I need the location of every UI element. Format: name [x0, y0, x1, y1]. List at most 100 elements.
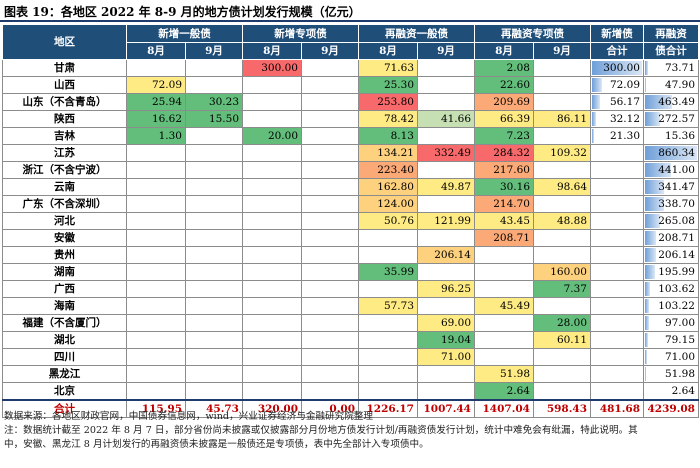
value-cell: 43.45: [474, 212, 534, 230]
value-cell: [474, 314, 534, 332]
header-month-aug: 8月: [474, 42, 534, 60]
header-group-new-special: 新增专项债: [242, 24, 359, 43]
value-cell: [533, 229, 591, 247]
total-value: 1226.17: [358, 399, 418, 418]
refi-bond-total-cell: 195.99: [643, 263, 699, 281]
data-bar: [645, 316, 650, 330]
table-row: 四川 71.00 71.00: [2, 348, 699, 366]
value-cell: [533, 93, 591, 111]
refi-bond-total-cell: 860.34: [643, 144, 699, 162]
bar-value-label: 206.14: [658, 249, 695, 261]
region-name: 云南: [2, 178, 127, 196]
value-cell: 300.00: [242, 59, 302, 77]
data-bar: [645, 333, 648, 347]
value-cell: 284.32: [474, 144, 534, 162]
value-cell: [301, 382, 359, 401]
value-cell: [301, 280, 359, 298]
region-name: 山西: [2, 76, 127, 94]
value-cell: [533, 127, 591, 145]
value-cell: [242, 195, 302, 213]
data-bar: [645, 367, 647, 381]
table-row: 北京 2.64 2.64: [2, 382, 699, 401]
bar-value-label: 463.49: [658, 96, 695, 108]
value-cell: [185, 348, 243, 366]
value-cell: 45.49: [474, 297, 534, 315]
table-row: 广西 96.25 7.37 103.62: [2, 280, 699, 298]
value-cell: [301, 331, 359, 349]
value-cell: [126, 365, 186, 383]
value-cell: [301, 93, 359, 111]
value-cell: [242, 212, 302, 230]
refi-bond-total-cell: 15.36: [643, 127, 699, 145]
header-group-refi-general: 再融资一般债: [358, 24, 475, 43]
value-cell: [474, 348, 534, 366]
data-bar: [645, 265, 656, 279]
value-cell: [301, 127, 359, 145]
value-cell: [533, 76, 591, 94]
value-cell: [242, 280, 302, 298]
table-row: 广东（不含深圳） 124.00 214.70 338.70: [2, 195, 699, 213]
region-name: 陕西: [2, 110, 127, 128]
new-bond-total-cell: [590, 246, 644, 264]
total-value: 481.68: [590, 399, 644, 418]
new-bond-total-cell: [590, 229, 644, 247]
value-cell: 2.64: [474, 382, 534, 401]
value-cell: [417, 59, 475, 77]
value-cell: [358, 382, 418, 401]
table-row: 甘肃 300.00 71.63 2.08 300.00 73.71: [2, 59, 699, 77]
value-cell: 66.39: [474, 110, 534, 128]
table-row: 黑龙江 51.98 51.98: [2, 365, 699, 383]
table-header: 地区 新增一般债 新增专项债 再融资一般债 再融资专项债 新增债 再融资 8月 …: [2, 24, 699, 60]
new-bond-total-cell: [590, 263, 644, 281]
region-name: 黑龙江: [2, 365, 127, 383]
value-cell: [301, 76, 359, 94]
refi-bond-total-cell: 338.70: [643, 195, 699, 213]
value-cell: [533, 365, 591, 383]
data-bar: [645, 282, 650, 296]
total-row: 合计 115.95 45.73 320.00 0.00 1226.17 1007.44 140…: [2, 399, 699, 418]
value-cell: 209.69: [474, 93, 534, 111]
table-row: 湖南 35.99 160.00 195.99: [2, 263, 699, 281]
value-cell: 69.00: [417, 314, 475, 332]
data-bar: [645, 299, 650, 313]
value-cell: [242, 331, 302, 349]
region-name: 甘肃: [2, 59, 127, 77]
value-cell: [417, 365, 475, 383]
bar-value-label: 56.17: [609, 96, 640, 108]
new-bond-total-cell: [590, 144, 644, 162]
value-cell: [185, 263, 243, 281]
value-cell: [474, 280, 534, 298]
value-cell: 78.42: [358, 110, 418, 128]
bar-value-label: 103.62: [658, 283, 695, 295]
value-cell: 214.70: [474, 195, 534, 213]
table-row: 江苏 134.21 332.49 284.32 109.32 860.34: [2, 144, 699, 162]
value-cell: [126, 280, 186, 298]
value-cell: [533, 348, 591, 366]
table-body: 甘肃 300.00 71.63 2.08 300.00 73.71 山西 72.09 25.30…: [2, 59, 699, 418]
bar-value-label: 103.22: [658, 300, 695, 312]
value-cell: [185, 314, 243, 332]
new-bond-total-cell: 300.00: [590, 59, 644, 77]
data-bar: [645, 61, 648, 75]
value-cell: 25.30: [358, 76, 418, 94]
value-cell: 19.04: [417, 331, 475, 349]
value-cell: 50.76: [358, 212, 418, 230]
data-bar: [645, 95, 673, 109]
value-cell: [474, 331, 534, 349]
bar-value-label: 341.47: [658, 181, 695, 193]
bar-value-label: 71.00: [664, 351, 695, 363]
refi-bond-total-cell: 341.47: [643, 178, 699, 196]
value-cell: [533, 195, 591, 213]
value-cell: [185, 161, 243, 179]
data-bar: [645, 248, 656, 262]
region-name: 河北: [2, 212, 127, 230]
data-bar: [645, 163, 671, 177]
bar-value-label: 860.34: [658, 147, 695, 159]
value-cell: [185, 59, 243, 77]
value-cell: [126, 229, 186, 247]
header-month-sep: 9月: [417, 42, 475, 60]
value-cell: [358, 246, 418, 264]
header-new-total-line2: 合计: [590, 42, 644, 60]
new-bond-total-cell: [590, 280, 644, 298]
value-cell: [185, 144, 243, 162]
